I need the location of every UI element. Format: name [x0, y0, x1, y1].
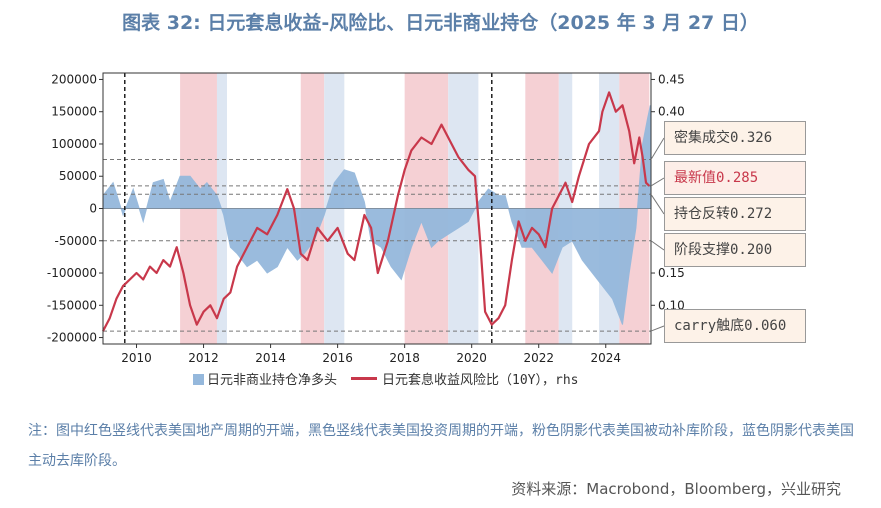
- chart-canvas: 200000 150000 100000 50000 0 -50000 -100000 -15…: [47, 72, 685, 365]
- y-left-label-7: -150000: [47, 298, 97, 312]
- x-label-4: 2018: [389, 351, 420, 365]
- legend-line-swatch: [351, 377, 378, 380]
- y-left-label-2: 100000: [51, 137, 97, 151]
- y-left-label-5: -50000: [54, 234, 97, 248]
- legend-line-label: 日元套息收益风险比（10Y），rhs: [382, 373, 579, 388]
- footnote: 注：图中红色竖线代表美国地产周期的开端，黑色竖线代表美国投资周期的开端，粉色阴影…: [28, 423, 854, 469]
- x-label-7: 2024: [590, 351, 621, 365]
- x-label-0: 2010: [121, 351, 152, 365]
- callout-connector-0: [650, 137, 665, 160]
- net-long-area: [102, 105, 651, 325]
- x-label-3: 2016: [322, 351, 353, 365]
- callout-connector-4: [650, 325, 665, 332]
- callout-position-reversal: 持仓反转0.272: [664, 197, 806, 231]
- callout-connector-1: [650, 177, 665, 187]
- legend-bar-swatch: [193, 374, 204, 385]
- callout-dense-trading: 密集成交0.326: [664, 121, 806, 155]
- source-line: 资料来源：Macrobond，Bloomberg，兴业研究: [511, 480, 841, 498]
- y-right-label-1: 0.40: [658, 105, 685, 119]
- y-left-label-6: -100000: [47, 266, 97, 280]
- carry-ratio-line: [102, 91, 651, 332]
- y-left-label-1: 150000: [51, 105, 97, 119]
- y-left-label-3: 50000: [59, 169, 97, 183]
- callout-latest-value: 最新值0.285: [664, 161, 806, 195]
- callout-connector-2: [650, 194, 665, 215]
- legend-bar-label: 日元非商业持仓净多头: [207, 373, 338, 388]
- chart-title: 图表 32: 日元套息收益-风险比、日元非商业持仓（2025 年 3 月 27 …: [122, 12, 759, 34]
- callout-stage-support: 阶段支撑0.200: [664, 233, 806, 267]
- x-label-6: 2022: [523, 351, 554, 365]
- legend: 日元非商业持仓净多头 日元套息收益风险比（10Y），rhs: [193, 369, 578, 388]
- y-right-label-2: 0.15: [658, 266, 685, 280]
- y-right-label-3: 0.10: [658, 298, 685, 312]
- y-left-label-4: 0: [89, 202, 97, 216]
- callout-carry-bottom: carry触底0.060: [664, 309, 806, 343]
- y-left-label-8: -200000: [47, 331, 97, 345]
- callout-connector-3: [650, 240, 665, 251]
- x-label-1: 2012: [188, 351, 219, 365]
- y-left-label-0: 200000: [51, 72, 97, 86]
- x-label-2: 2014: [255, 351, 286, 365]
- y-right-label-0: 0.45: [658, 72, 685, 86]
- x-label-5: 2020: [456, 351, 487, 365]
